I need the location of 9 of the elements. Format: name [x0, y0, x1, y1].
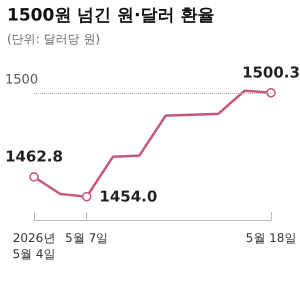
- chart-subtitle: (단위: 달러당 원): [7, 32, 100, 46]
- data-label: 1500.3: [242, 63, 300, 82]
- data-label: 1454.0: [99, 188, 158, 206]
- chart-title: 1500원 넘긴 원·달러 환율: [7, 6, 215, 26]
- x-tick-label: 5월 7일: [65, 231, 108, 245]
- x-tick-label: 2026년 5월 4일: [12, 231, 56, 261]
- ref-line-label: 1500: [5, 72, 38, 88]
- data-label: 1462.8: [5, 148, 63, 166]
- x-tick-label: 5월 18일: [246, 231, 296, 245]
